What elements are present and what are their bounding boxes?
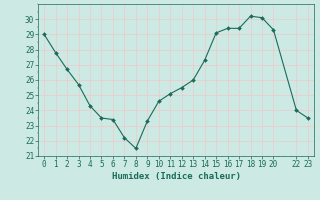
X-axis label: Humidex (Indice chaleur): Humidex (Indice chaleur) bbox=[111, 172, 241, 181]
